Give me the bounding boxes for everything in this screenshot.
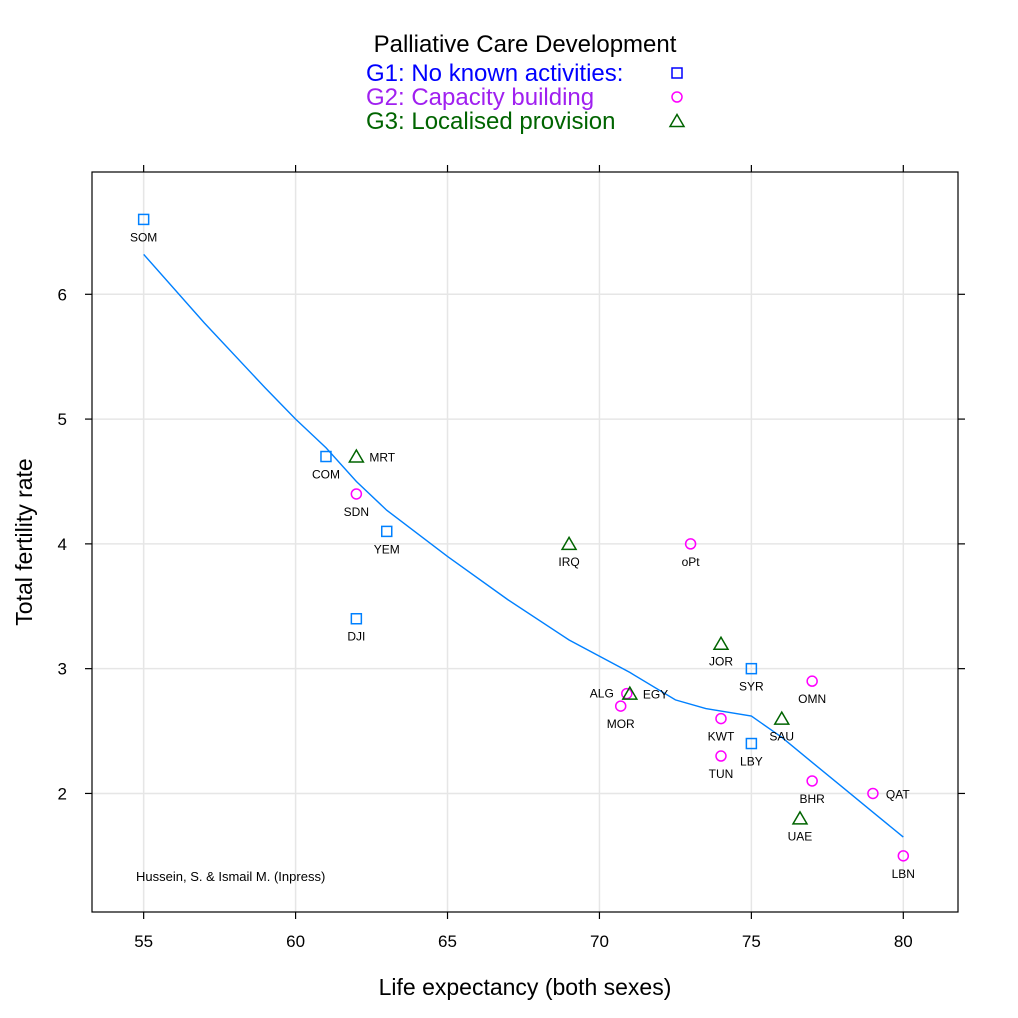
data-point: DJI <box>347 612 365 644</box>
x-tick-label: 70 <box>590 932 609 951</box>
point-label: SDN <box>344 505 369 519</box>
point-label: YEM <box>374 542 400 556</box>
point-label: QAT <box>886 787 910 801</box>
point-label: KWT <box>708 730 735 744</box>
x-tick-label: 65 <box>438 932 457 951</box>
point-label: JOR <box>709 655 733 669</box>
x-tick-label: 75 <box>742 932 761 951</box>
data-point: UAE <box>788 810 813 843</box>
square-marker <box>350 612 363 625</box>
y-axis-title: Total fertility rate <box>11 458 37 625</box>
square-marker <box>745 662 758 675</box>
legend-entry-label: G2: Capacity building <box>366 84 594 111</box>
smooth-layer <box>143 253 904 838</box>
circle-marker <box>715 712 727 725</box>
point-label: COM <box>312 468 340 482</box>
y-tick-label: 4 <box>58 535 67 554</box>
circle-marker <box>350 488 363 500</box>
smooth-trend-line <box>143 253 904 838</box>
data-point: TUN <box>709 750 734 781</box>
point-label: MOR <box>607 717 635 731</box>
point-label: EGY <box>643 688 668 702</box>
legend-title: Palliative Care Development <box>374 31 677 58</box>
triangle-marker <box>773 710 791 725</box>
y-tick-label: 6 <box>58 285 67 304</box>
data-point: EGY <box>621 685 668 702</box>
point-label: IRQ <box>558 555 579 569</box>
data-point: LBN <box>892 850 915 881</box>
data-point: SAU <box>769 710 794 744</box>
legend-entry-label: G3: Localised provision <box>366 108 615 135</box>
grid <box>92 172 958 912</box>
square-marker <box>745 737 758 750</box>
legend-entries: G1: No known activities:G2: Capacity bui… <box>366 60 686 135</box>
legend-circle-icon <box>671 91 683 103</box>
y-tick-label: 5 <box>58 410 67 429</box>
point-label: MRT <box>369 451 395 465</box>
x-tick-label: 80 <box>894 932 913 951</box>
data-point: OMN <box>798 675 826 706</box>
data-point: BHR <box>799 775 825 806</box>
data-point: QAT <box>867 787 910 801</box>
data-point: SOM <box>130 213 157 244</box>
square-marker <box>137 213 150 226</box>
data-point: SDN <box>344 488 369 519</box>
points-layer: SOM COM YEM DJI SYR LBY SDN oPt OMN MOR ALG KWT TUN B… <box>130 213 915 881</box>
data-point: SYR <box>739 662 764 694</box>
triangle-marker <box>712 635 730 650</box>
data-point: YEM <box>374 525 400 556</box>
legend-square-icon <box>671 67 683 79</box>
point-label: SAU <box>769 730 794 744</box>
circle-marker <box>614 700 627 712</box>
data-point: COM <box>312 450 340 482</box>
point-label: SYR <box>739 680 764 694</box>
point-label: BHR <box>799 792 825 806</box>
circle-marker <box>806 775 818 787</box>
triangle-marker <box>560 535 578 551</box>
data-point: oPt <box>682 538 701 569</box>
data-point: MRT <box>348 448 396 465</box>
square-marker <box>380 525 393 538</box>
circle-marker <box>897 850 910 862</box>
legend-triangle-icon <box>668 113 686 128</box>
point-label: TUN <box>709 767 734 781</box>
source-annotation: Hussein, S. & Ismail M. (Inpress) <box>136 869 325 884</box>
point-label: DJI <box>347 630 365 644</box>
legend: Palliative Care Development G1: No known… <box>366 31 686 135</box>
x-axis-title: Life expectancy (both sexes) <box>379 974 672 1000</box>
data-point: MOR <box>607 700 635 731</box>
x-tick-label: 60 <box>286 932 305 951</box>
data-point: LBY <box>740 737 763 769</box>
data-point: KWT <box>708 712 735 744</box>
point-label: LBN <box>892 867 915 881</box>
square-marker <box>320 450 332 463</box>
triangle-marker <box>791 810 809 825</box>
axis-ticks: 55 60 65 70 75 80 2 3 4 5 6 <box>58 165 965 951</box>
data-point: IRQ <box>558 535 580 569</box>
data-point: JOR <box>709 635 733 669</box>
triangle-marker <box>348 448 365 463</box>
point-label: oPt <box>682 555 701 569</box>
plot-frame <box>91 171 959 913</box>
triangle-marker <box>621 685 639 700</box>
circle-marker <box>867 787 879 800</box>
circle-marker <box>715 750 727 762</box>
y-tick-label: 2 <box>58 784 67 803</box>
y-tick-label: 3 <box>58 660 67 679</box>
legend-entry-label: G1: No known activities: <box>366 60 623 87</box>
point-label: OMN <box>798 692 826 706</box>
point-label: UAE <box>788 829 813 843</box>
circle-marker <box>806 675 818 687</box>
point-label: ALG <box>590 687 614 701</box>
x-tick-label: 55 <box>134 932 153 951</box>
circle-marker <box>684 538 697 550</box>
point-label: LBY <box>740 755 763 769</box>
point-label: SOM <box>130 230 157 244</box>
